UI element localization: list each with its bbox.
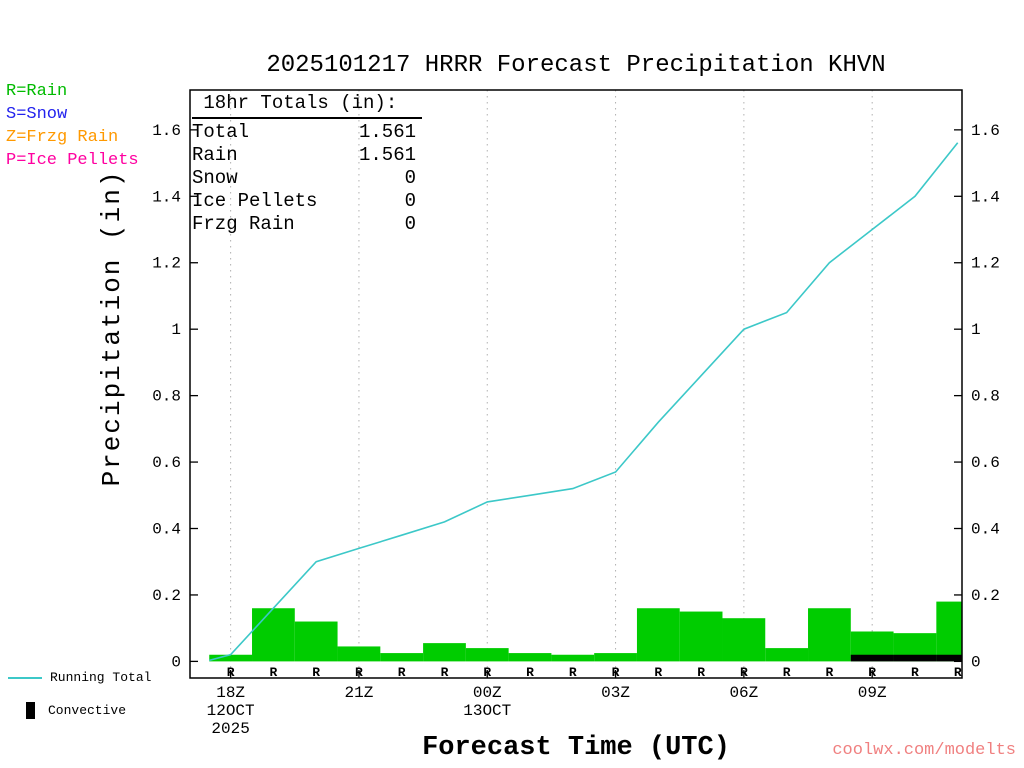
legend-convective-label: Convective: [48, 703, 127, 718]
precip-bar-02Z: [551, 654, 595, 662]
y-tick-label-left: 0.6: [152, 454, 181, 472]
precip-bar-05Z: [679, 611, 723, 662]
y-tick-label-left: 0.8: [152, 388, 181, 406]
totals-rows: Total 1.561 Rain 1.561 Snow 0 Ice Pellets 0 Frzg…: [192, 121, 422, 236]
plot-border: [189, 89, 963, 679]
x-tick-label-09Z: 09Z: [858, 684, 887, 702]
totals-row-label: Rain: [192, 144, 238, 166]
convective-bar-09Z: [850, 654, 894, 662]
totals-row-snow: Snow 0: [192, 167, 422, 190]
precip-bar-00Z: [465, 648, 509, 662]
y-tick-label-right: 0.8: [971, 388, 1000, 406]
x-tick-sublabel: 12OCT: [207, 702, 255, 720]
precip-bar-08Z: [808, 608, 851, 662]
totals-box: 18hr Totals (in): Total 1.561 Rain 1.561 Sno…: [192, 92, 422, 236]
y-tick-label-right: 1: [971, 321, 981, 339]
y-tick-label-left: 0.4: [152, 521, 181, 539]
y-tick-label-left: 1.6: [152, 122, 181, 140]
chart-title: 2025101217 HRRR Forecast Precipitation K…: [266, 52, 886, 79]
type-legend-s: S=Snow: [6, 105, 68, 124]
totals-row-value: 0: [404, 190, 416, 212]
precip-type-legend: R=Rain S=Snow Z=Frzg Rain P=Ice Pellets: [6, 80, 139, 172]
totals-header: 18hr Totals (in):: [192, 92, 422, 119]
x-axis-label: Forecast Time (UTC): [422, 733, 730, 763]
y-tick-label-right: 0.6: [971, 454, 1000, 472]
precip-bar-11Z: [936, 601, 962, 662]
y-tick-label-left: 1: [171, 321, 181, 339]
precip-bar-04Z: [636, 608, 680, 662]
precip-type-flag-02Z: R: [569, 665, 577, 680]
x-tick-sublabel: 13OCT: [463, 702, 511, 720]
precip-type-flag-23Z: R: [441, 665, 449, 680]
precip-bar-21Z: [337, 646, 381, 662]
precip-bar-22Z: [380, 653, 424, 662]
precip-type-flag-04Z: R: [654, 665, 662, 680]
x-tick-label-00Z: 00Z: [473, 684, 502, 702]
totals-row-total: Total 1.561: [192, 121, 422, 144]
precip-type-flag-11Z: R: [954, 665, 962, 680]
precip-type-flag-20Z: R: [312, 665, 320, 680]
legend-running-total-label: Running Total: [50, 670, 152, 685]
running-total-line: [208, 142, 959, 662]
totals-row-value: 1.561: [358, 144, 416, 166]
precip-type-flag-05Z: R: [697, 665, 705, 680]
type-legend-z: Z=Frzg Rain: [6, 128, 119, 147]
totals-row-label: Total: [192, 121, 250, 143]
legend-convective: Convective: [26, 702, 126, 719]
precip-bar-18Z: [209, 654, 253, 662]
precip-bar-19Z: [252, 608, 295, 662]
precip-bar-06Z: [722, 618, 766, 662]
precip-type-flag-08Z: R: [826, 665, 834, 680]
convective-bar-swatch: [26, 702, 35, 719]
y-tick-label-right: 1.2: [971, 255, 1000, 273]
y-tick-label-left: 0.2: [152, 587, 181, 605]
totals-row-rain: Rain 1.561: [192, 144, 422, 167]
y-tick-label-right: 0: [971, 653, 981, 671]
precip-type-flag-19Z: R: [269, 665, 277, 680]
running-total-line-swatch: [8, 676, 42, 679]
y-tick-label-left: 1.2: [152, 255, 181, 273]
totals-row-value: 0: [404, 167, 416, 189]
convective-bar-11Z: [936, 654, 962, 662]
totals-row-value: 1.561: [358, 121, 416, 143]
y-tick-label-left: 0: [171, 653, 181, 671]
watermark: coolwx.com/modelts: [832, 741, 1016, 760]
y-tick-label-right: 0.4: [971, 521, 1000, 539]
convective-bar-10Z: [893, 654, 937, 662]
precip-type-flag-01Z: R: [526, 665, 534, 680]
totals-row-ice-pellets: Ice Pellets 0: [192, 190, 422, 213]
y-tick-label-right: 1.4: [971, 188, 1000, 206]
precip-type-flag-10Z: R: [911, 665, 919, 680]
precip-type-flag-22Z: R: [398, 665, 406, 680]
totals-row-label: Frzg Rain: [192, 213, 295, 235]
legend-running-total: Running Total: [8, 670, 151, 685]
type-legend-r: R=Rain: [6, 82, 68, 101]
totals-row-value: 0: [404, 213, 416, 235]
type-legend-p: P=Ice Pellets: [6, 151, 139, 170]
x-tick-label-03Z: 03Z: [601, 684, 630, 702]
y-tick-label-right: 1.6: [971, 122, 1000, 140]
x-tick-label-18Z: 18Z: [216, 684, 245, 702]
precip-bar-01Z: [508, 653, 552, 662]
totals-row-label: Ice Pellets: [192, 190, 318, 212]
precip-type-flag-07Z: R: [783, 665, 791, 680]
y-tick-label-right: 0.2: [971, 587, 1000, 605]
x-tick-label-21Z: 21Z: [345, 684, 374, 702]
x-tick-label-06Z: 06Z: [729, 684, 758, 702]
precip-bar-07Z: [765, 648, 809, 662]
totals-row-frzg-rain: Frzg Rain 0: [192, 213, 422, 236]
precip-bar-03Z: [594, 653, 637, 662]
precip-bar-23Z: [423, 643, 466, 662]
x-tick-sublabel: 2025: [211, 720, 249, 738]
precip-bar-20Z: [294, 621, 338, 662]
totals-row-label: Snow: [192, 167, 238, 189]
y-tick-label-left: 1.4: [152, 188, 181, 206]
